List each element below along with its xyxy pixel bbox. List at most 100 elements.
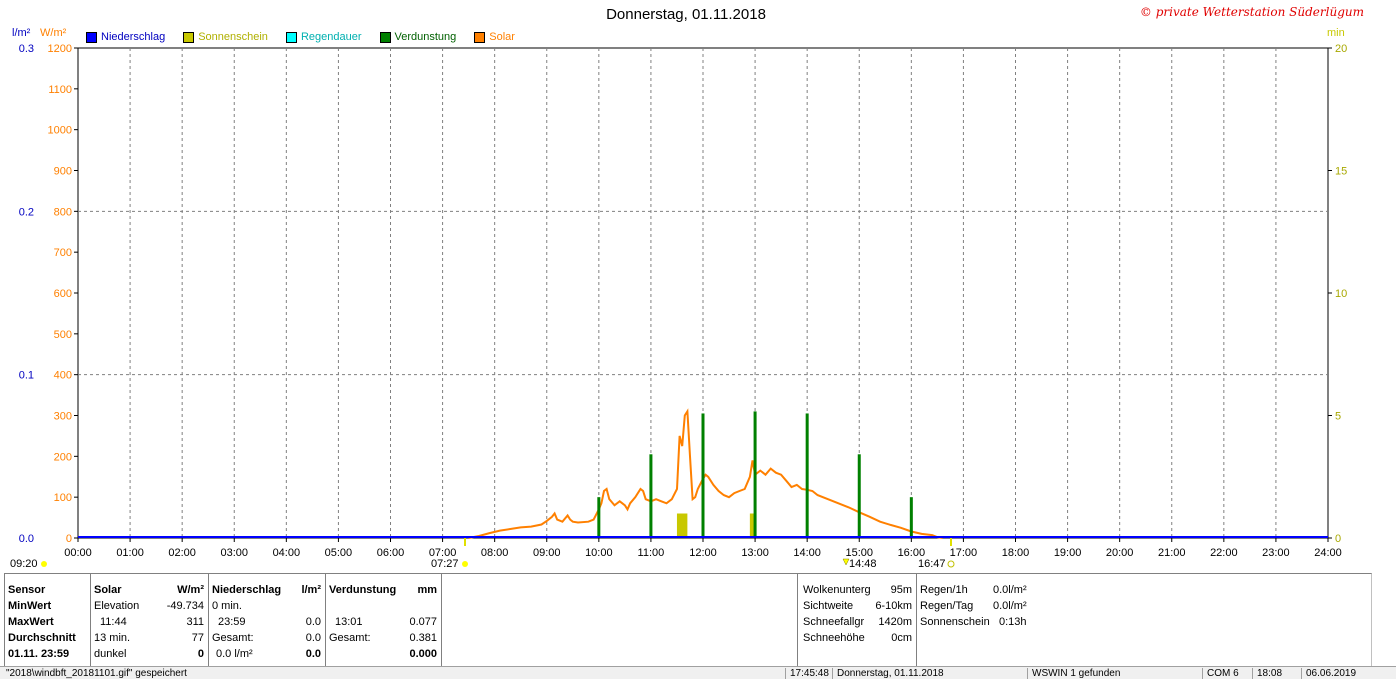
status-found: WSWIN 1 gefunden <box>1027 668 1202 679</box>
rain-head: Niederschlag <box>212 584 282 596</box>
x-tick-label: 07:00 <box>429 547 457 559</box>
stats-panel: Sensor MinWert MaxWert Durchschnitt 01.1… <box>4 573 1372 666</box>
x-tick-label: 03:00 <box>220 547 248 559</box>
max-time-label: 14:48 <box>849 558 877 570</box>
y-rain-tick-label: 0.3 <box>19 43 34 55</box>
y-solar-tick-label: 200 <box>54 451 72 463</box>
rain-r3b: 0.0 <box>305 632 321 644</box>
x-tick-label: 17:00 <box>950 547 978 559</box>
status-file: "2018\windbft_20181101.gif" gespeichert <box>6 668 187 679</box>
solar-r1b: -49.734 <box>166 600 204 612</box>
x-tick-label: 04:00 <box>273 547 301 559</box>
y-solar-tick-label: 0 <box>66 533 72 545</box>
sunset-marker <box>947 560 955 568</box>
unit-minutes: min <box>1327 27 1345 39</box>
label-date: 01.11. 23:59 <box>8 648 70 660</box>
x-tick-label: 06:00 <box>377 547 405 559</box>
x-tick-label: 22:00 <box>1210 547 1238 559</box>
legend-swatch <box>474 31 486 43</box>
y-solar-tick-label: 600 <box>54 288 72 300</box>
label-sensor: Sensor <box>8 584 46 596</box>
x-tick-label: 20:00 <box>1106 547 1134 559</box>
evaporation-bar <box>649 454 653 538</box>
x-tick-label: 10:00 <box>585 547 613 559</box>
legend-label: Niederschlag <box>101 31 166 43</box>
x-tick-label: 01:00 <box>116 547 144 559</box>
y-solar-tick-label: 700 <box>54 247 72 259</box>
legend-label: Regendauer <box>300 31 362 43</box>
y-min-tick-label: 10 <box>1335 288 1347 300</box>
x-tick-label: 11:00 <box>638 547 665 559</box>
label-min: MinWert <box>8 600 52 612</box>
stats-evap: Verdunstung mm 13:01 0.077 Gesamt: 0.381… <box>325 574 442 666</box>
stats-weather2: Regen/1h 0.0l/m² Regen/Tag 0.0l/m² Sonne… <box>915 574 1035 666</box>
evap-r2b: 0.077 <box>409 616 437 628</box>
weather2-label: Sonnenschein <box>920 616 990 628</box>
unit-rain: l/m² <box>12 27 31 39</box>
label-max: MaxWert <box>8 616 54 628</box>
y-min-tick-label: 15 <box>1335 166 1347 178</box>
legend-item-regendauer: Regendauer <box>285 31 362 43</box>
legend-label: Verdunstung <box>394 31 457 43</box>
evaporation-bar <box>597 497 601 538</box>
x-tick-label: 24:00 <box>1314 547 1342 559</box>
y-solar-tick-label: 1100 <box>48 84 72 96</box>
rain-r3a: Gesamt: <box>212 632 254 644</box>
y-solar-tick-label: 500 <box>54 329 72 341</box>
legend-swatch <box>86 31 97 43</box>
label-avg: Durchschnitt <box>8 632 76 644</box>
evap-r4b: 0.000 <box>409 648 437 660</box>
solar-unit: W/m² <box>177 584 204 596</box>
status-com: COM 6 <box>1202 668 1247 679</box>
legend-item-niederschlag: Niederschlag <box>86 31 165 43</box>
y-rain-tick-label: 0.2 <box>19 206 34 218</box>
weather-value: 0cm <box>891 632 912 644</box>
weather-value: 6-10km <box>875 600 912 612</box>
x-tick-label: 12:00 <box>689 547 717 559</box>
legend-item-sonnenschein: Sonnenschein <box>183 31 268 43</box>
x-tick-label: 18:00 <box>1002 547 1030 559</box>
weather-label: Schneefallgr <box>803 616 865 628</box>
x-tick-label: 19:00 <box>1054 547 1082 559</box>
x-tick-label: 16:00 <box>898 547 926 559</box>
y-solar-tick-label: 300 <box>54 411 72 423</box>
legend-item-verdunstung: Verdunstung <box>379 31 457 43</box>
status-clock: 18:08 <box>1252 668 1297 679</box>
weather-label: Sichtweite <box>803 600 854 612</box>
weather2-label: Regen/Tag <box>920 600 974 612</box>
sunshine-bar <box>749 513 756 538</box>
stats-solar: Solar W/m² Elevation -49.734 11:44 311 1… <box>90 574 209 666</box>
x-tick-label: 15:00 <box>845 547 873 559</box>
status-date: Donnerstag, 01.11.2018 <box>832 668 1022 679</box>
chart-title: Donnerstag, 01.11.2018 <box>606 6 766 23</box>
x-tick-label: 09:00 <box>533 547 561 559</box>
stats-labels: Sensor MinWert MaxWert Durchschnitt 01.1… <box>5 574 91 666</box>
legend-swatch <box>285 31 297 43</box>
y-solar-tick-label: 900 <box>54 166 72 178</box>
solar-r2a: 11:44 <box>100 616 127 628</box>
evap-r3a: Gesamt: <box>329 632 371 644</box>
evaporation-bar <box>701 413 705 538</box>
weather-label: Schneehöhe <box>803 632 865 644</box>
stats-weather: Wolkenunterg 95m Sichtweite 6-10km Schne… <box>797 574 917 666</box>
y-min-tick-label: 5 <box>1335 411 1341 423</box>
solar-r4b: 0 <box>197 648 204 660</box>
weather2-value: 0:13h <box>999 616 1027 628</box>
x-tick-label: 08:00 <box>481 547 509 559</box>
y-solar-tick-label: 800 <box>54 206 72 218</box>
evap-head: Verdunstung <box>329 584 397 596</box>
rain-r2b: 0.0 <box>305 616 321 628</box>
x-tick-label: 14:00 <box>793 547 821 559</box>
evaporation-bar <box>753 411 757 538</box>
weather-value: 1420m <box>878 616 912 628</box>
evap-r3b: 0.381 <box>409 632 437 644</box>
y-solar-tick-label: 1200 <box>48 43 72 55</box>
legend-swatch <box>379 31 391 43</box>
unit-solar: W/m² <box>40 27 67 39</box>
max-marker <box>842 558 850 566</box>
status-bar: "2018\windbft_20181101.gif" gespeichert … <box>0 666 1396 679</box>
stats-rain: Niederschlag l/m² 0 min. 23:59 0.0 Gesam… <box>208 574 326 666</box>
y-solar-tick-label: 100 <box>54 492 72 504</box>
y-rain-tick-label: 0.1 <box>19 370 34 382</box>
weather2-value: 0.0l/m² <box>993 600 1027 612</box>
